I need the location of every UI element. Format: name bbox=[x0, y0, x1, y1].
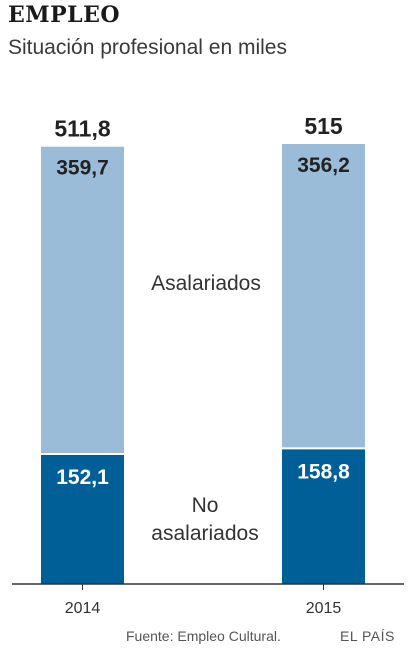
bar-no-asalariados-2014 bbox=[41, 454, 124, 584]
source-note: Fuente: Empleo Cultural. bbox=[126, 628, 281, 644]
x-tick-label-2014: 2014 bbox=[65, 600, 101, 617]
value-label-asalariados-2014: 359,7 bbox=[56, 157, 109, 180]
value-label-no-asalariados-2015: 158,8 bbox=[297, 460, 350, 483]
chart-subtitle: Situación profesional en miles bbox=[8, 36, 287, 59]
series-label-asalariados: Asalariados bbox=[151, 272, 261, 295]
total-label-2015: 515 bbox=[304, 113, 343, 139]
value-label-asalariados-2015: 356,2 bbox=[297, 154, 350, 177]
bar-asalariados-2014 bbox=[41, 146, 124, 455]
x-tick-label-2015: 2015 bbox=[306, 600, 342, 617]
bar-asalariados-2015 bbox=[282, 144, 365, 449]
value-label-no-asalariados-2014: 152,1 bbox=[56, 466, 109, 489]
series-label-no-asalariados-line1: No bbox=[192, 494, 219, 517]
brand-label: EL PAÍS bbox=[340, 628, 395, 644]
total-label-2014: 511,8 bbox=[54, 116, 110, 142]
bar-no-asalariados-2015 bbox=[282, 448, 365, 584]
chart-title: EMPLEO bbox=[8, 2, 121, 28]
series-label-no-asalariados-line2: asalariados bbox=[151, 522, 258, 545]
